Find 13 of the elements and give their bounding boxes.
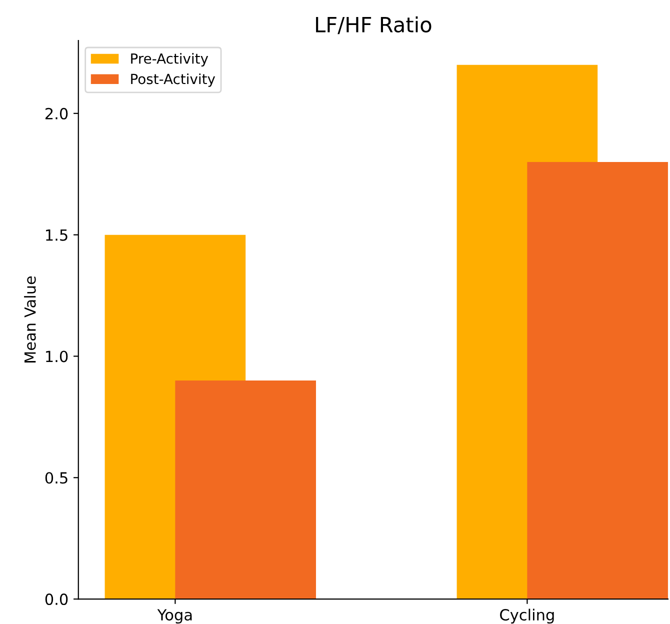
x-tick-label: Yoga xyxy=(157,609,192,624)
legend-label: Pre-Activity xyxy=(131,53,208,66)
y-tick-label: 1.0 xyxy=(46,350,68,362)
bar xyxy=(527,162,668,600)
chart-title: LF/HF Ratio xyxy=(316,16,432,34)
y-tick-label: 0.5 xyxy=(45,472,68,484)
legend-label: Post-Activity xyxy=(131,73,216,87)
y-tick-label: 0.0 xyxy=(45,594,68,606)
bar xyxy=(175,380,316,600)
y-tick-label: 1.5 xyxy=(46,229,68,241)
y-axis-title: Mean Value xyxy=(24,276,36,363)
y-tick-label: 2.0 xyxy=(45,108,68,120)
x-tick-label: Cycling xyxy=(500,608,554,624)
